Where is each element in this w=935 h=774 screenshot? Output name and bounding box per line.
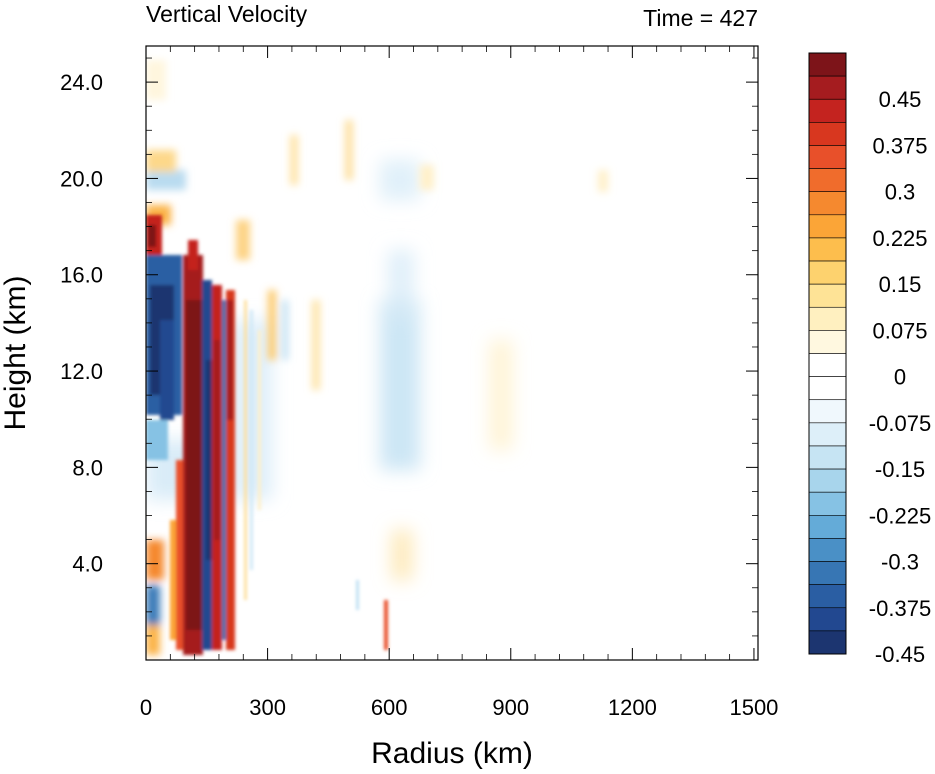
colorbar-label: 0.225 [872,226,927,251]
colorbar-box [808,491,847,516]
field-band [250,310,253,570]
colorbar-label: 0.15 [879,272,922,297]
field-band [146,420,168,460]
velocity-field [146,60,608,655]
field-band [148,225,156,247]
colorbar-box [808,630,847,655]
field-patch [146,150,176,172]
field-band [186,300,202,630]
field-band [384,600,388,650]
colorbar-box [808,353,847,377]
colorbar-label: -0.45 [875,642,925,667]
colorbar-box [808,468,847,493]
colorbar-box [808,52,847,77]
colorbar-frame [808,52,847,655]
field-patch [146,540,164,580]
field-patch [146,170,186,190]
field-patch [146,585,160,625]
field-band [206,360,212,560]
colorbar-box [808,98,847,123]
colorbar-box [808,122,847,146]
y-tick-label: 20.0 [60,166,103,191]
field-band [176,460,186,650]
colorbar-box [808,422,847,447]
chart-title: Vertical Velocity [146,1,308,27]
field-patch [380,300,420,470]
colorbar-box [808,445,847,470]
field-band [222,300,228,640]
colorbar [808,52,847,655]
x-tick-label: 1200 [608,695,657,720]
colorbar-box [808,399,847,424]
x-tick-label: 300 [249,695,286,720]
colorbar-labels: 0.45 0.375 0.3 0.225 0.15 0.075 0 -0.075 -0.15 -0… [869,87,931,667]
colorbar-label: -0.3 [881,550,919,575]
field-patch [282,300,288,360]
field-patch [268,290,276,360]
plot-frame [145,45,759,661]
colorbar-box [808,515,847,539]
field-patch [146,60,166,100]
field-band [160,320,174,420]
x-tick-label: 0 [140,695,152,720]
colorbar-box [808,214,847,239]
colorbar-box [808,168,847,192]
colorbar-box [808,376,847,401]
colorbar-label: 0.3 [885,180,916,205]
colorbar-label: 0.075 [872,318,927,343]
y-tick-label: 12.0 [60,359,103,384]
colorbar-box [808,283,847,308]
colorbar-box [808,145,847,169]
colorbar-box [808,75,847,100]
colorbar-box [808,607,847,632]
colorbar-label: -0.225 [869,503,931,528]
y-tick-label: 24.0 [60,70,103,95]
field-patch [345,120,353,180]
colorbar-box [808,260,847,285]
field-band [258,330,261,510]
colorbar-box [808,584,847,609]
colorbar-box [808,191,847,216]
field-patch [290,135,298,185]
x-tick-label: 900 [492,695,529,720]
field-band [244,300,247,600]
field-band [214,340,220,540]
colorbar-label: 0.375 [872,133,927,158]
colorbar-label: 0 [894,365,906,390]
y-tick-label: 8.0 [72,455,103,480]
field-patch [490,340,512,450]
colorbar-label: -0.15 [875,457,925,482]
field-patch [146,625,160,655]
field-patch [392,530,412,580]
y-tick-label: 16.0 [60,263,103,288]
colorbar-box [808,306,847,331]
field-band [226,290,235,650]
field-patch [598,170,608,192]
time-label: Time = 427 [643,5,758,31]
colorbar-label: 0.45 [879,87,922,112]
y-axis-label: Height (km) [0,275,32,430]
x-axis: 0 300 600 900 1200 1500 [140,46,778,720]
colorbar-label: -0.075 [869,411,931,436]
colorbar-box [808,538,847,562]
field-band [170,520,176,640]
x-axis-label: Radius (km) [371,737,533,770]
x-tick-label: 1500 [729,695,778,720]
field-band [356,580,359,610]
field-patch [236,220,250,260]
field-band [227,300,233,420]
y-tick-label: 4.0 [72,552,103,577]
field-band [188,240,198,270]
colorbar-box [808,330,847,354]
field-patch [380,160,420,200]
field-patch [312,300,320,390]
field-patch [388,250,414,320]
colorbar-label: -0.375 [869,596,931,621]
y-axis: 4.0 8.0 12.0 16.0 20.0 24.0 [60,57,758,637]
colorbar-box [808,237,847,262]
x-tick-label: 600 [371,695,408,720]
field-patch [420,165,434,190]
colorbar-box [808,561,847,585]
